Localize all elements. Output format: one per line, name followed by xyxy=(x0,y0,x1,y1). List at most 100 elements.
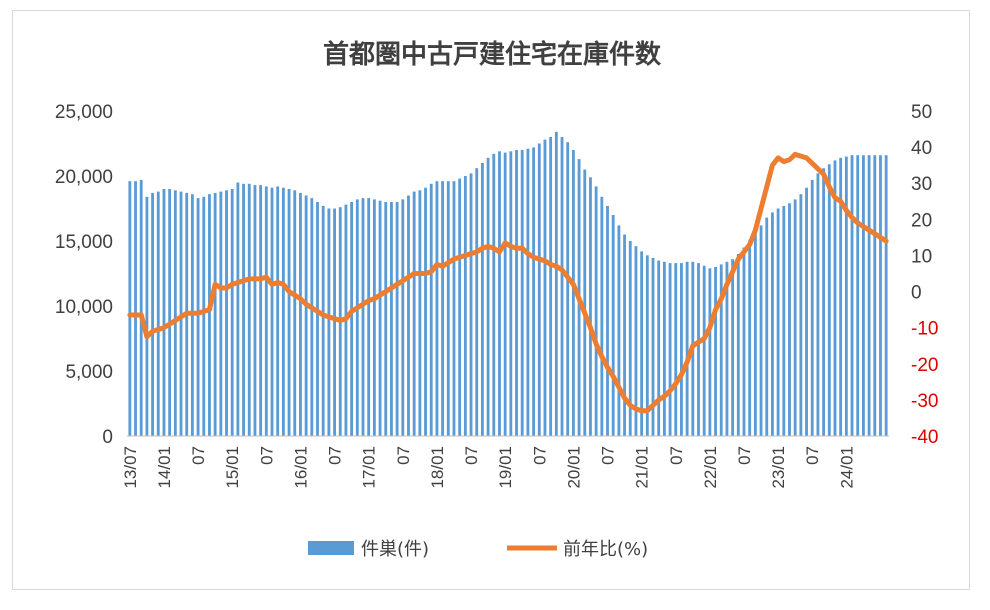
bar xyxy=(634,246,638,436)
bar xyxy=(134,181,137,436)
bar xyxy=(702,265,706,436)
bar xyxy=(151,192,155,436)
x-axis-tick-label: 14/01 xyxy=(155,446,174,489)
bar xyxy=(219,191,223,436)
bar xyxy=(276,186,280,436)
legend-bar-swatch xyxy=(308,541,354,555)
bar xyxy=(355,199,359,436)
bar xyxy=(264,186,268,436)
bar xyxy=(520,150,524,436)
legend: 件巣(件) 前年比(%) xyxy=(308,539,648,560)
bar xyxy=(230,189,234,436)
bar xyxy=(299,192,302,436)
left-axis-tick-label: 5,000 xyxy=(65,362,113,383)
bar xyxy=(685,261,689,436)
x-axis-tick-label: 15/01 xyxy=(223,446,242,489)
left-axis-tick-label: 25,000 xyxy=(55,102,113,123)
x-axis-tick-label: 07 xyxy=(599,446,618,465)
bar xyxy=(390,202,393,436)
bar xyxy=(617,225,621,436)
bar xyxy=(526,148,530,436)
bar xyxy=(708,268,712,436)
bar xyxy=(498,151,501,437)
bar xyxy=(879,155,882,436)
bar xyxy=(469,173,473,436)
left-axis-tick-label: 15,000 xyxy=(55,232,113,253)
bar xyxy=(543,139,547,436)
bar xyxy=(446,181,450,436)
bar xyxy=(697,263,700,436)
bar xyxy=(202,196,206,436)
bar xyxy=(822,168,826,436)
bar xyxy=(805,187,808,436)
bar xyxy=(321,205,325,436)
bar xyxy=(731,259,735,436)
bar xyxy=(281,187,285,436)
bar xyxy=(509,151,513,437)
bar xyxy=(475,168,479,436)
bar xyxy=(310,198,314,436)
bar xyxy=(674,263,678,436)
bar xyxy=(628,241,632,436)
bar xyxy=(884,155,888,436)
bar xyxy=(287,189,291,436)
right-axis-tick-label: -10 xyxy=(911,319,938,340)
bar xyxy=(242,183,245,436)
bar xyxy=(253,185,257,436)
bar xyxy=(418,190,422,436)
x-axis-tick-label: 19/01 xyxy=(496,446,515,489)
bar xyxy=(748,239,752,436)
bar xyxy=(742,247,746,436)
bar xyxy=(651,257,655,436)
yoy-line-series xyxy=(127,151,889,414)
x-axis-tick-label: 24/01 xyxy=(837,446,856,489)
bar xyxy=(839,157,843,437)
bar xyxy=(333,208,336,436)
bar xyxy=(213,192,217,436)
left-axis-tick-label: 0 xyxy=(102,427,113,448)
bar xyxy=(719,264,723,436)
bar xyxy=(378,200,382,436)
x-axis-tick-label: 21/01 xyxy=(633,446,652,489)
bar xyxy=(407,195,410,436)
bar xyxy=(162,189,166,436)
right-axis-tick-label: 50 xyxy=(911,102,932,123)
bar xyxy=(401,199,405,436)
bar xyxy=(844,156,848,436)
bar xyxy=(145,196,149,436)
bar xyxy=(662,261,666,436)
bar xyxy=(452,181,456,436)
bar xyxy=(753,233,757,436)
bar xyxy=(873,155,877,436)
chart-title: 首都圏中古戸建住宅在庫件数 xyxy=(323,39,662,70)
bar xyxy=(270,187,274,436)
bar xyxy=(236,182,240,436)
left-axis-ticks: 0 5,000 10,000 15,000 20,000 25,000 xyxy=(55,102,113,448)
bar xyxy=(537,143,541,436)
bar-series xyxy=(128,131,888,437)
bar xyxy=(771,212,774,436)
bar xyxy=(816,173,820,436)
bar xyxy=(657,260,661,436)
bar xyxy=(765,217,769,436)
bar xyxy=(480,163,484,436)
bar xyxy=(856,155,860,436)
bar xyxy=(736,254,740,436)
bar xyxy=(566,142,570,436)
bar xyxy=(384,202,388,436)
bar xyxy=(833,160,837,436)
chart-canvas: 首都圏中古戸建住宅在庫件数 0 5,000 10,000 15,000 20,000 25… xyxy=(55,39,939,560)
bar xyxy=(367,198,371,436)
bar xyxy=(259,185,263,436)
bar xyxy=(492,153,496,436)
bar xyxy=(680,263,683,436)
bar xyxy=(395,202,399,436)
x-axis-tick-label: 17/01 xyxy=(360,446,379,489)
x-axis-tick-label: 07 xyxy=(530,446,549,465)
bar xyxy=(606,205,609,436)
bar xyxy=(583,169,587,436)
legend-line-label: 前年比(%) xyxy=(563,539,648,560)
x-axis-tick-label: 16/01 xyxy=(291,446,310,489)
bar xyxy=(293,190,297,436)
bar xyxy=(549,137,553,436)
